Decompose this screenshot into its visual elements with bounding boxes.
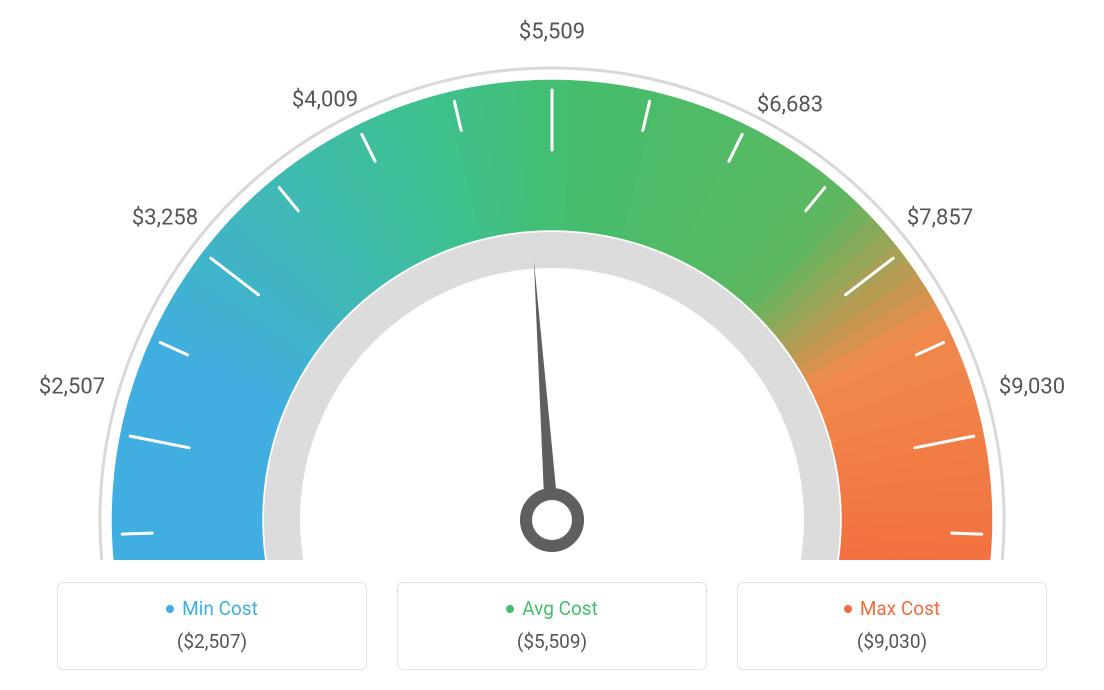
legend-title-avg: Avg Cost [506,597,598,620]
dot-icon [166,605,174,613]
legend-card-min: Min Cost ($2,507) [57,582,367,670]
legend-title-label: Max Cost [860,597,940,620]
legend-card-max: Max Cost ($9,030) [737,582,1047,670]
legend-value-max-text: ($9,030) [738,630,1046,653]
legend-card-avg: Avg Cost ($5,509) [397,582,707,670]
gauge-tick-label: $3,258 [132,206,198,231]
gauge-tick-label: $7,857 [907,206,973,231]
gauge-tick-label: $4,009 [292,88,358,113]
gauge-tick-label: $2,507 [39,375,105,400]
dot-icon [844,605,852,613]
legend-title-label: Min Cost [182,597,258,620]
gauge-svg [0,0,1104,560]
legend-title-label: Avg Cost [522,597,598,620]
legend-row: Min Cost ($2,507) Avg Cost ($5,509) Max … [0,582,1104,670]
gauge-tick-label: $6,683 [757,93,823,118]
legend-value-avg-text: ($5,509) [398,630,706,653]
gauge-chart-container: $2,507 $3,258 $4,009 $5,509 $6,683 $7,857 $9,0… [0,0,1104,690]
legend-title-min: Min Cost [166,597,258,620]
legend-title-max: Max Cost [844,597,940,620]
gauge-area: $2,507 $3,258 $4,009 $5,509 $6,683 $7,857 $9,0… [0,0,1104,560]
gauge-tick-label: $9,030 [999,375,1065,400]
dot-icon [506,605,514,613]
legend-value-min-text: ($2,507) [58,630,366,653]
gauge-tick-label: $5,509 [519,20,585,45]
